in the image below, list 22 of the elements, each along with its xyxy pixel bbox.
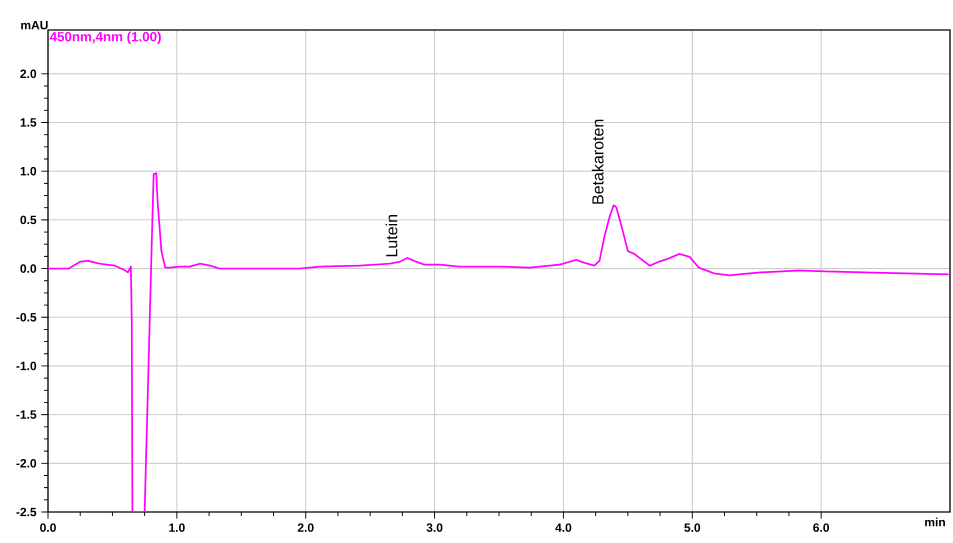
- x-tick-label: 6.0: [813, 523, 829, 532]
- x-tick-label: 2.0: [298, 523, 314, 532]
- y-tick-label: 2.0: [20, 70, 36, 78]
- y-tick-label: 0.0: [20, 264, 36, 273]
- x-tick-label: 4.0: [555, 523, 572, 532]
- x-tick-label: 5.0: [684, 523, 700, 532]
- y-tick-label: 1.5: [20, 118, 36, 127]
- y-tick-label: 0.5: [20, 216, 36, 224]
- y-tick-label: -2.5: [16, 508, 36, 516]
- x-tick-label: 3.0: [426, 523, 442, 532]
- y-tick-label: 1.0: [20, 166, 36, 176]
- y-tick-label: -0.5: [16, 312, 36, 322]
- annotation: Lutein: [386, 215, 398, 256]
- x-tick-label: 0.0: [40, 523, 56, 532]
- x-tick-label: 1.0: [169, 523, 185, 532]
- y-tick-label: -1.0: [16, 362, 36, 370]
- y-tick-label: -1.5: [16, 410, 36, 419]
- x-axis-title: min: [925, 518, 945, 526]
- annotation: Betakaroten: [592, 120, 604, 204]
- y-axis-title: mAU: [21, 21, 48, 30]
- y-tick-label: -2.0: [16, 459, 36, 468]
- text: 450nm,4nm (1.00): [50, 32, 161, 44]
